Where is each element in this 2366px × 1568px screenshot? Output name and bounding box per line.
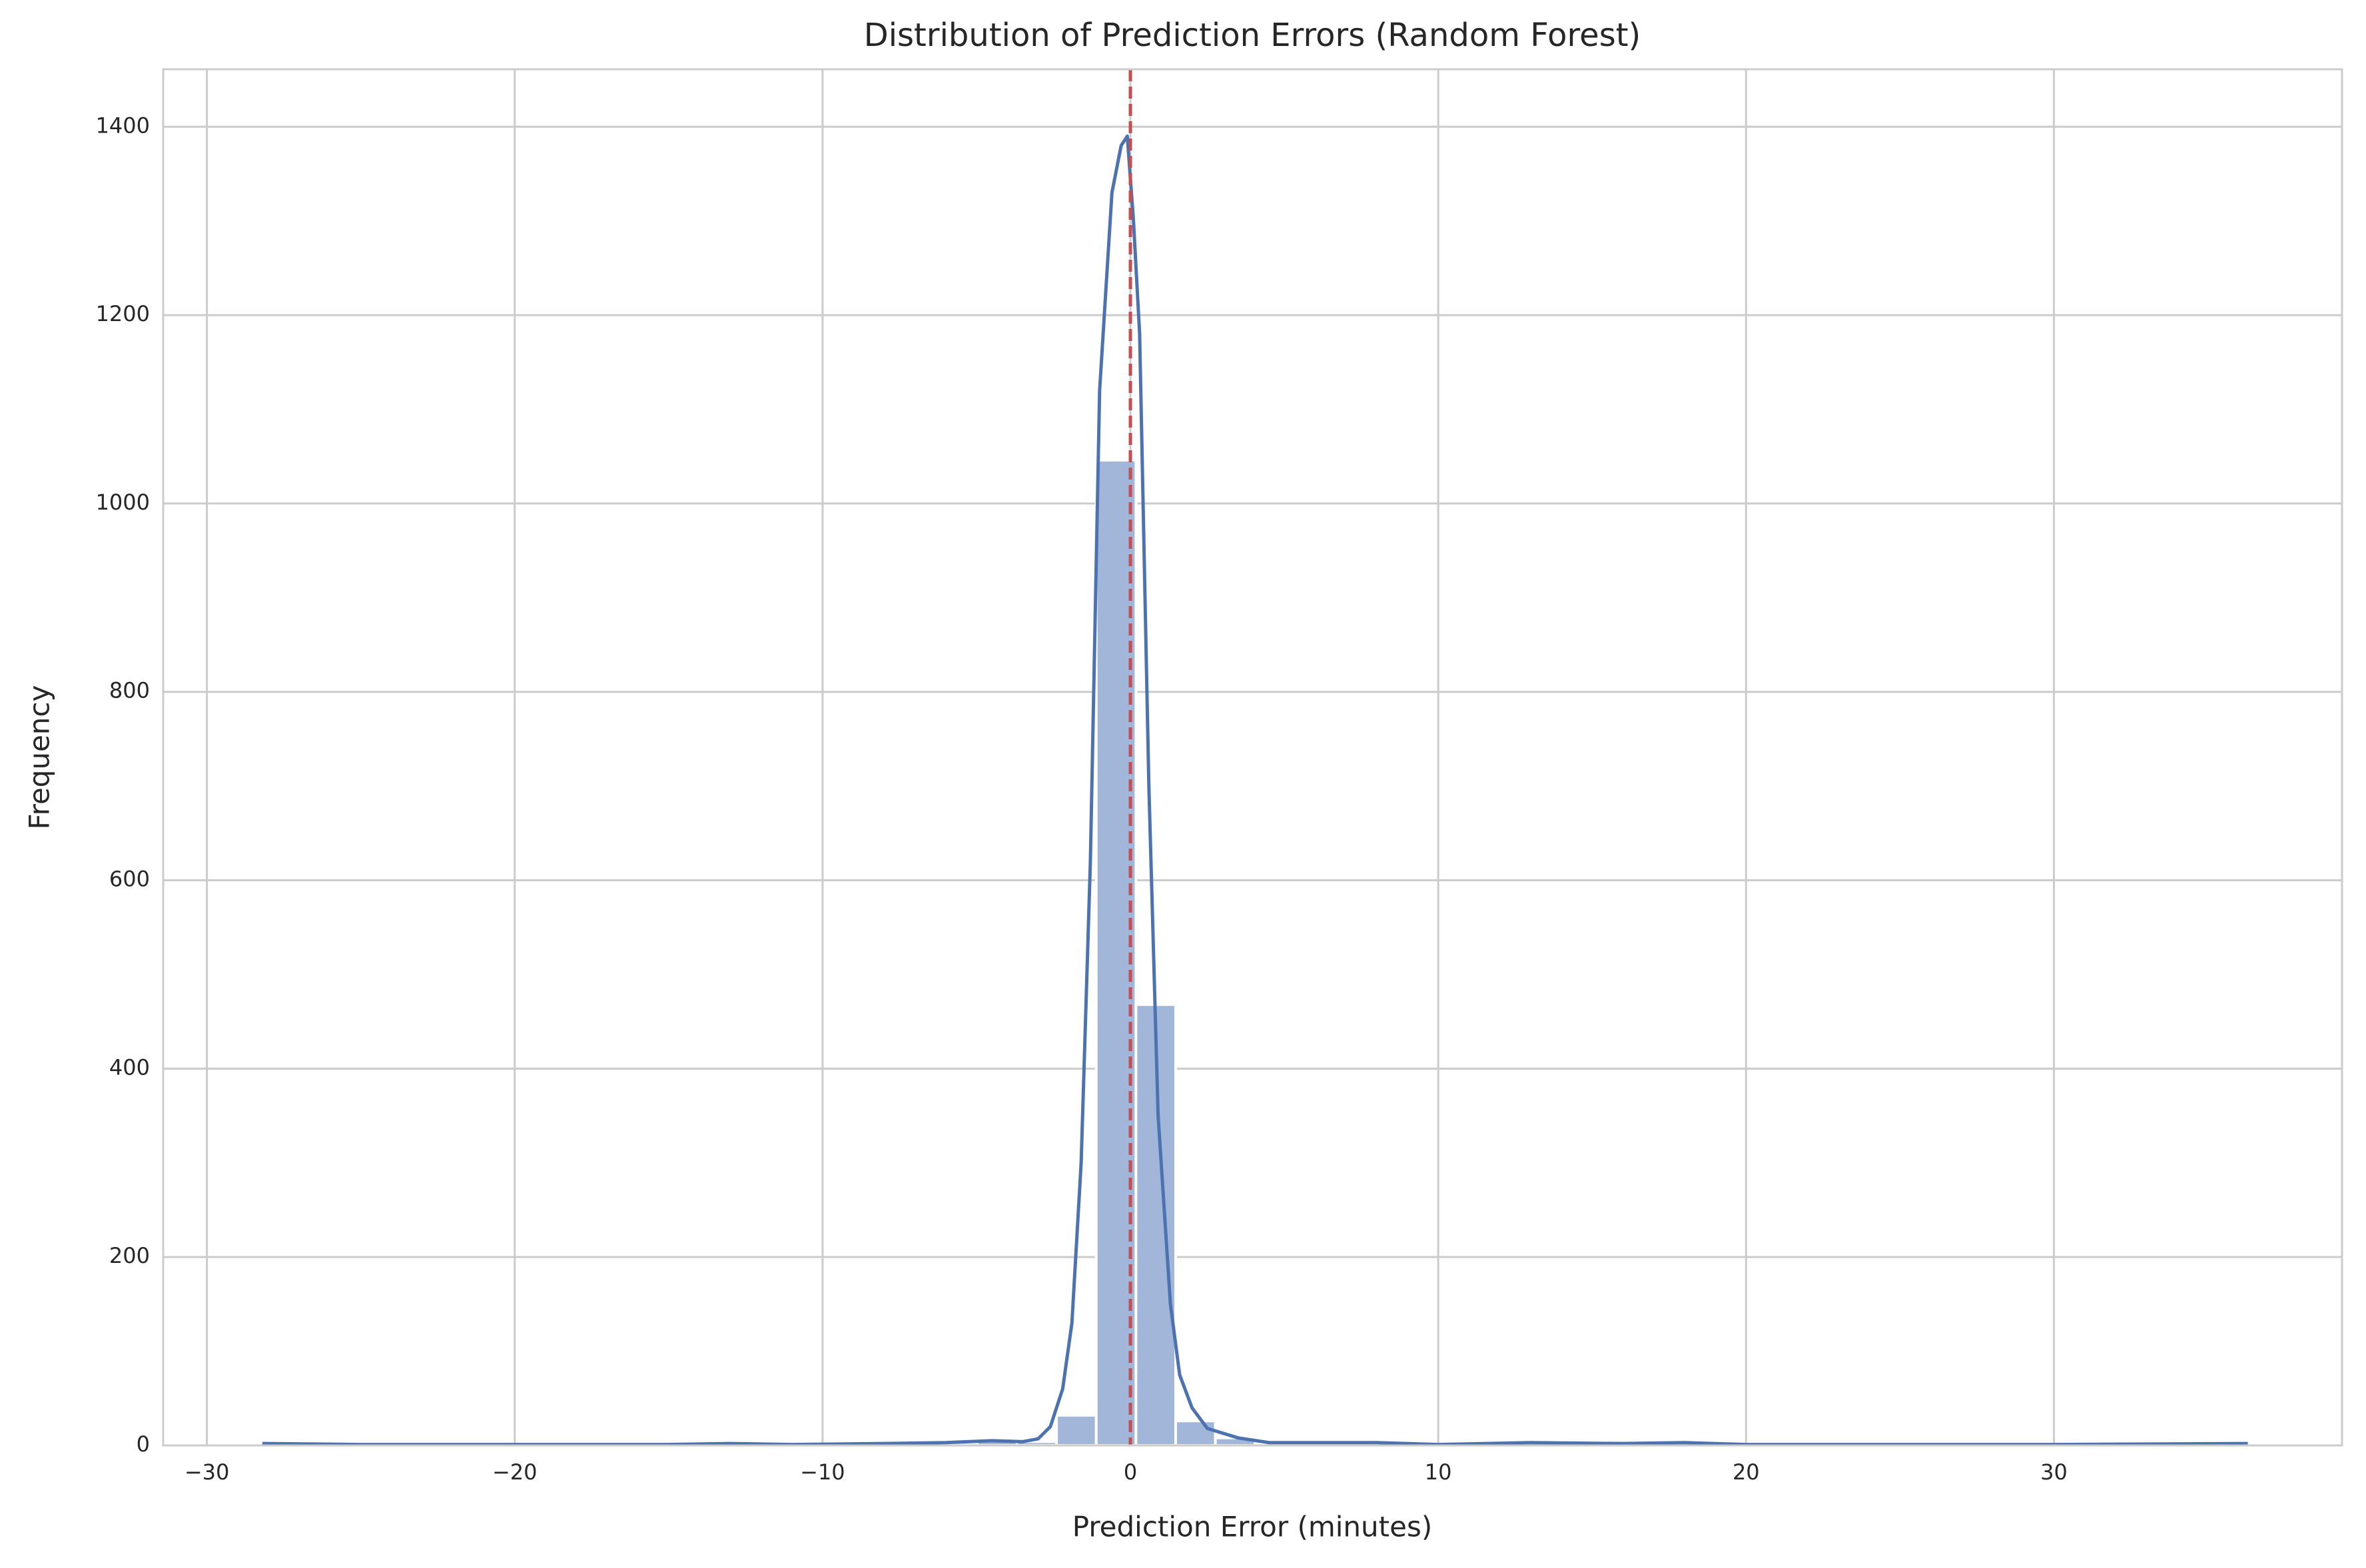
chart-title: Distribution of Prediction Errors (Rando…	[864, 17, 1641, 54]
y-tick-label: 600	[109, 867, 150, 892]
y-tick-label: 800	[109, 678, 150, 703]
y-tick-label: 200	[109, 1243, 150, 1268]
x-axis-label: Prediction Error (minutes)	[1072, 1511, 1433, 1543]
y-tick-label: 1200	[96, 301, 150, 326]
histogram-bar	[1055, 1413, 1098, 1447]
histogram-bar	[1174, 1419, 1217, 1447]
x-tick-label: −10	[800, 1459, 845, 1485]
plot-frame	[162, 68, 2343, 1447]
x-tick-label: 0	[1124, 1459, 1137, 1485]
x-tick-label: 10	[1425, 1459, 1452, 1485]
x-tick-label: −20	[492, 1459, 538, 1485]
y-tick-label: 1000	[96, 490, 150, 515]
y-tick-label: 0	[137, 1431, 150, 1457]
x-tick-label: 30	[2040, 1459, 2068, 1485]
x-tick-label: −30	[185, 1459, 230, 1485]
y-axis-label: Frequency	[23, 685, 56, 830]
y-tick-label: 400	[109, 1054, 150, 1080]
y-tick-label: 1400	[96, 113, 150, 138]
x-tick-label: 20	[1733, 1459, 1760, 1485]
